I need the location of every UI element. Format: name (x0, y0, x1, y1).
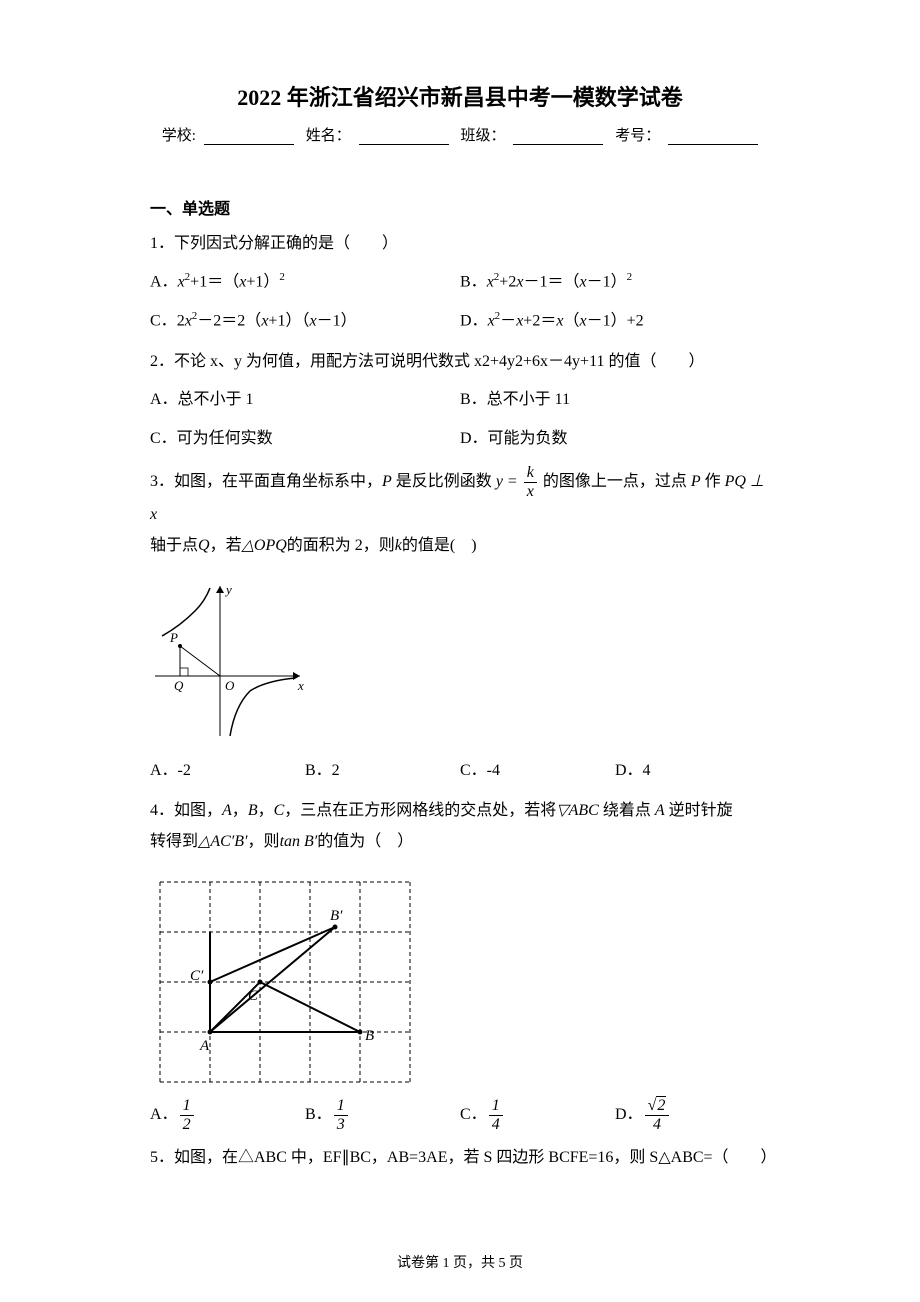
q4-option-d: D．√24 (615, 1097, 770, 1133)
section-1-header: 一、单选题 (150, 195, 770, 219)
q4-option-a: A．12 (150, 1097, 305, 1133)
svg-text:O: O (225, 678, 235, 693)
q2-option-c: C．可为任何实数 (150, 424, 460, 454)
q3-text: 3．如图，在平面直角坐标系中，P 是反比例函数 y = kx 的图像上一点，过点… (150, 464, 770, 531)
svg-text:y: y (224, 582, 232, 597)
svg-text:P: P (169, 630, 178, 645)
q3-option-b: B．2 (305, 756, 460, 786)
question-5: 5．如图，在△ABC 中，EF∥BC，AB=3AE，若 S 四边形 BCFE=1… (150, 1143, 770, 1173)
class-blank (513, 129, 603, 145)
page-footer: 试卷第 1 页，共 5 页 (0, 1252, 920, 1272)
svg-text:B′: B′ (330, 908, 343, 924)
q4-option-c: C．14 (460, 1097, 615, 1133)
q2-text: 2．不论 x、y 为何值，用配方法可说明代数式 x2+4y2+6x－4y+11 … (150, 347, 770, 377)
name-blank (359, 129, 449, 145)
student-info-line: 学校: 姓名： 班级： 考号： (150, 124, 770, 145)
question-2: 2．不论 x、y 为何值，用配方法可说明代数式 x2+4y2+6x－4y+11 … (150, 347, 770, 454)
svg-text:C′: C′ (190, 968, 204, 984)
q1-text: 1．下列因式分解正确的是（ ） (150, 229, 770, 259)
question-3: 3．如图，在平面直角坐标系中，P 是反比例函数 y = kx 的图像上一点，过点… (150, 464, 770, 786)
q3-option-c: C．-4 (460, 756, 615, 786)
class-label: 班级： (460, 128, 505, 144)
q5-text: 5．如图，在△ABC 中，EF∥BC，AB=3AE，若 S 四边形 BCFE=1… (150, 1143, 770, 1173)
q3-text-line2: 轴于点Q，若△OPQ的面积为 2，则k的值是( ) (150, 531, 770, 561)
q1-option-a: A．x2+1＝（x+1）2 (150, 267, 460, 298)
q4-text-line2: 转得到△AC′B′，则tan B′的值为（ ） (150, 827, 770, 857)
school-label: 学校: (162, 128, 196, 144)
exam-title: 2022 年浙江省绍兴市新昌县中考一模数学试卷 (150, 80, 770, 112)
svg-text:Q: Q (174, 678, 184, 693)
svg-text:C: C (248, 988, 259, 1004)
svg-text:x: x (297, 678, 304, 693)
q2-option-b: B．总不小于 11 (460, 385, 770, 415)
q1-option-d: D．x2－x+2＝x（x－1）+2 (460, 306, 770, 337)
q4-text: 4．如图，A，B，C，三点在正方形网格线的交点处，若将▽ABC 绕着点 A 逆时… (150, 796, 770, 826)
examno-label: 考号： (615, 128, 660, 144)
q3-graph: P Q O x y (150, 576, 310, 746)
examno-blank (668, 129, 758, 145)
school-blank (204, 129, 294, 145)
q4-option-b: B．13 (305, 1097, 460, 1133)
q1-option-b: B．x2+2x－1＝（x－1）2 (460, 267, 770, 298)
svg-text:B: B (365, 1028, 374, 1044)
q3-option-d: D．4 (615, 756, 770, 786)
q3-option-a: A．-2 (150, 756, 305, 786)
question-1: 1．下列因式分解正确的是（ ） A．x2+1＝（x+1）2 B．x2+2x－1＝… (150, 229, 770, 337)
name-label: 姓名： (306, 128, 351, 144)
q2-option-a: A．总不小于 1 (150, 385, 460, 415)
q1-option-c: C．2x2－2＝2（x+1）（x－1） (150, 306, 460, 337)
q2-option-d: D．可能为负数 (460, 424, 770, 454)
question-4: 4．如图，A，B，C，三点在正方形网格线的交点处，若将▽ABC 绕着点 A 逆时… (150, 796, 770, 1133)
q4-graph: A B C C′ B′ (150, 872, 420, 1087)
svg-text:A: A (199, 1038, 210, 1054)
